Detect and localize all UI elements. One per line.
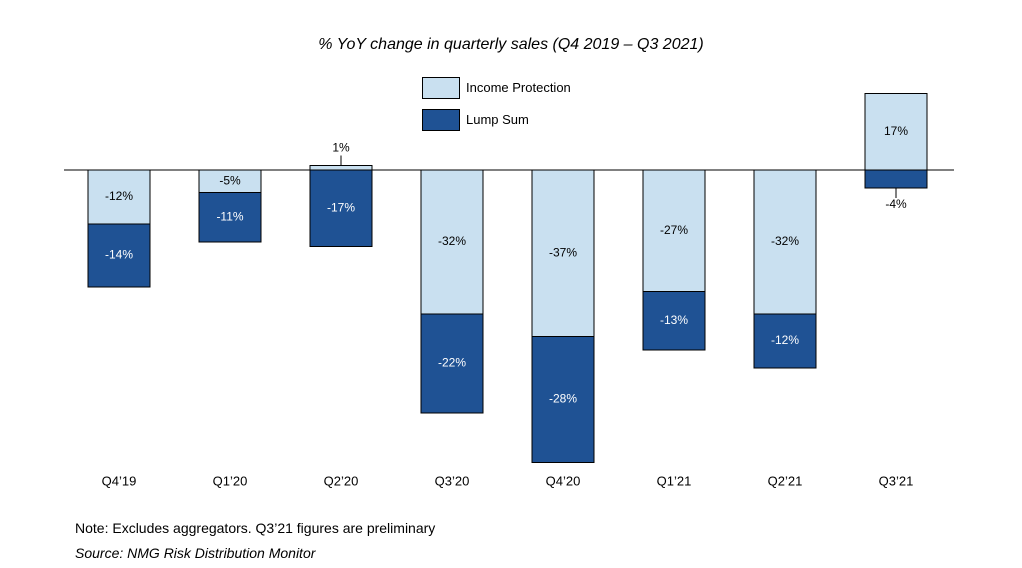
bar-lump-sum-q420	[531, 336, 595, 463]
x-tick-label-q420: Q4’20	[546, 473, 581, 488]
legend-item-lump-sum: Lump Sum	[422, 109, 622, 133]
data-label-income-protection-q121: -27%	[660, 223, 688, 237]
legend-label-lump-sum: Lump Sum	[466, 112, 529, 127]
bar-lump-sum-q419	[87, 223, 151, 288]
x-tick-label-q321: Q3’21	[879, 473, 914, 488]
legend-swatch-income-protection	[422, 77, 460, 99]
bar-income-protection-q321	[864, 93, 928, 171]
chart-title: % YoY change in quarterly sales (Q4 2019…	[318, 36, 704, 53]
x-tick-label-q120: Q1’20	[213, 473, 248, 488]
data-label-income-protection-q320: -32%	[438, 234, 466, 248]
data-label-lump-sum-q121: -13%	[660, 313, 688, 327]
bar-income-protection-q221	[753, 169, 817, 315]
bar-lump-sum-q220	[309, 169, 373, 247]
x-tick-label-q220: Q2’20	[324, 473, 359, 488]
data-label-lump-sum-q221: -12%	[771, 333, 799, 347]
x-tick-label-q419: Q4’19	[102, 473, 137, 488]
bar-income-protection-q121	[642, 169, 706, 292]
data-label-income-protection-q120: -5%	[219, 173, 241, 187]
bar-lump-sum-q221	[753, 313, 817, 369]
data-label-income-protection-q220: 1%	[332, 141, 350, 155]
legend-item-income-protection: Income Protection	[422, 77, 622, 101]
bar-income-protection-q220	[309, 165, 373, 171]
data-label-income-protection-q419: -12%	[105, 189, 133, 203]
data-label-lump-sum-q321: -4%	[885, 197, 907, 211]
legend-swatch-lump-sum	[422, 109, 460, 131]
chart-note: Note: Excludes aggregators. Q3’21 figure…	[75, 520, 436, 536]
legend-label-income-protection: Income Protection	[466, 80, 571, 95]
bar-lump-sum-q120	[198, 192, 262, 243]
bar-lump-sum-q320	[420, 313, 484, 414]
data-label-lump-sum-q220: -17%	[327, 200, 355, 214]
data-label-lump-sum-q420: -28%	[549, 392, 577, 406]
data-label-income-protection-q420: -37%	[549, 245, 577, 259]
x-tick-label-q320: Q3’20	[435, 473, 470, 488]
data-label-income-protection-q221: -32%	[771, 234, 799, 248]
x-tick-label-q121: Q1’21	[657, 473, 692, 488]
data-label-lump-sum-q120: -11%	[216, 209, 243, 223]
bar-lump-sum-q321	[864, 169, 928, 189]
x-tick-label-q221: Q2’21	[768, 473, 803, 488]
data-label-income-protection-q321: 17%	[884, 124, 908, 138]
data-label-lump-sum-q419: -14%	[105, 248, 133, 262]
chart-source: Source: NMG Risk Distribution Monitor	[75, 545, 316, 561]
bar-lump-sum-q121	[642, 291, 706, 351]
bar-income-protection-q419	[87, 169, 151, 225]
data-label-lump-sum-q320: -22%	[438, 356, 466, 370]
